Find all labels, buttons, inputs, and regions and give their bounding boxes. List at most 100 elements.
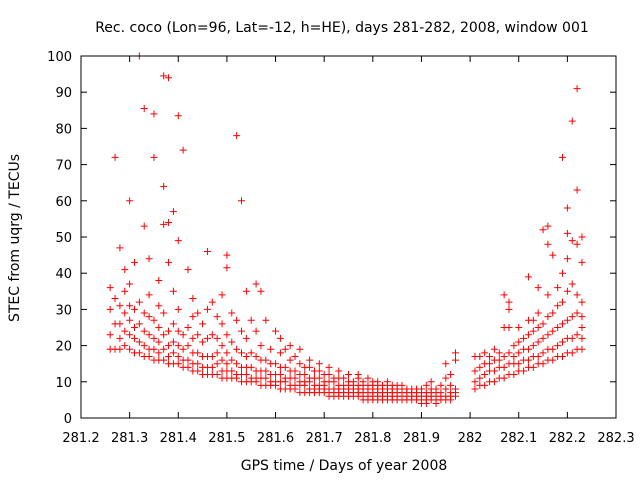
data-point (291, 352, 299, 360)
data-point (189, 334, 197, 342)
data-point (529, 342, 537, 350)
data-point (228, 338, 236, 346)
data-point (184, 363, 192, 371)
data-point (490, 378, 498, 386)
data-point (150, 334, 158, 342)
data-point (262, 356, 270, 364)
data-point (554, 302, 562, 310)
data-point (228, 356, 236, 364)
data-point (505, 305, 513, 313)
data-point (174, 237, 182, 245)
x-tick-label: 282 (458, 431, 483, 446)
data-point (262, 374, 270, 382)
data-point (160, 182, 168, 190)
data-point (510, 371, 518, 379)
data-point (306, 363, 314, 371)
data-point (267, 345, 275, 353)
data-point (529, 316, 537, 324)
data-point (539, 349, 547, 357)
data-point (573, 331, 581, 339)
x-tick-label: 281.3 (111, 431, 148, 446)
data-point (150, 316, 158, 324)
data-point (145, 352, 153, 360)
data-point (208, 352, 216, 360)
data-point (345, 371, 352, 379)
data-point (534, 338, 542, 346)
data-point (573, 309, 581, 317)
data-point (194, 349, 202, 357)
data-point (315, 367, 323, 375)
data-point (223, 264, 231, 272)
data-point (563, 229, 571, 237)
data-point (568, 313, 576, 321)
data-point (554, 324, 562, 331)
data-point (291, 367, 299, 375)
data-point (228, 367, 236, 375)
data-point (340, 374, 348, 382)
data-point (315, 360, 323, 368)
data-point (573, 240, 581, 248)
data-point (563, 287, 571, 295)
data-point (228, 309, 236, 317)
data-point (121, 266, 129, 274)
x-tick-label: 281.6 (257, 431, 294, 446)
x-tick-label: 282.2 (549, 431, 586, 446)
data-point (578, 345, 586, 353)
data-point (549, 251, 557, 259)
data-point (549, 309, 557, 317)
data-point (447, 371, 455, 379)
data-point (276, 334, 284, 342)
data-point (169, 338, 177, 346)
data-point (160, 331, 168, 339)
x-tick-label: 281.4 (160, 431, 197, 446)
data-point (296, 360, 304, 368)
data-point (121, 287, 129, 295)
data-point (524, 331, 532, 339)
data-point (165, 74, 173, 82)
data-point (505, 324, 513, 331)
x-tick-label: 281.7 (306, 431, 343, 446)
data-point (529, 327, 537, 335)
data-point (437, 389, 445, 397)
data-point (422, 381, 430, 389)
data-point (286, 356, 294, 364)
data-point (194, 360, 202, 368)
data-point (213, 360, 221, 368)
data-point (452, 385, 459, 393)
data-point (325, 363, 333, 371)
y-tick-label: 20 (55, 340, 72, 355)
y-tick-label: 100 (47, 50, 72, 65)
data-point (169, 287, 177, 295)
data-point (354, 371, 362, 379)
data-point (140, 327, 148, 335)
data-point (208, 298, 216, 306)
data-point (539, 226, 547, 234)
data-point (578, 258, 586, 266)
data-point (257, 287, 265, 295)
data-point (291, 374, 299, 382)
data-point (174, 327, 182, 335)
data-point (364, 374, 372, 382)
data-point (116, 334, 124, 342)
data-point (194, 367, 202, 375)
data-point (568, 334, 576, 342)
data-point (223, 360, 231, 368)
data-point (155, 276, 163, 284)
data-point (481, 371, 489, 379)
data-point (442, 385, 450, 393)
data-point (160, 72, 168, 80)
x-tick-label: 281.9 (403, 431, 440, 446)
data-point (140, 104, 148, 112)
data-point (184, 356, 192, 364)
data-point (578, 334, 586, 342)
data-point (218, 342, 226, 350)
data-point (471, 367, 479, 375)
data-point (398, 381, 406, 389)
data-point (515, 349, 523, 357)
data-point (213, 371, 221, 379)
data-point (515, 338, 523, 346)
data-point (155, 302, 163, 310)
data-point (544, 240, 552, 248)
data-point (131, 334, 138, 342)
